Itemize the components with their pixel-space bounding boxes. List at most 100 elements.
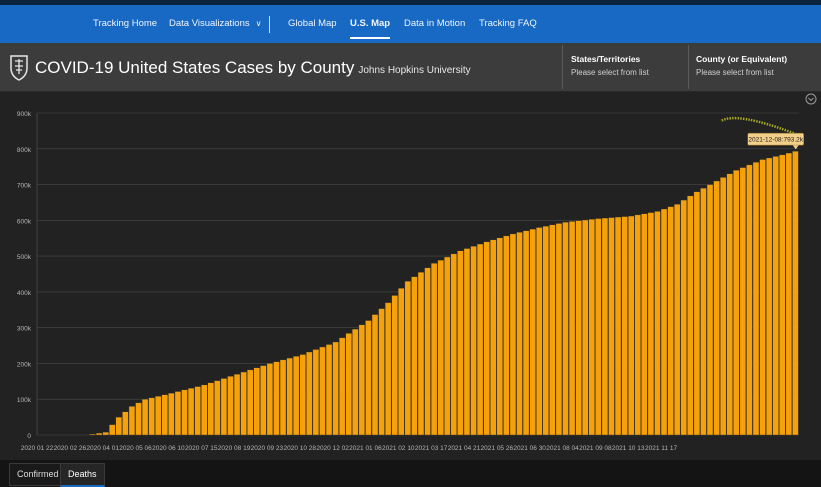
bar[interactable]	[608, 217, 615, 436]
bar[interactable]	[779, 154, 786, 436]
bar[interactable]	[483, 241, 490, 436]
bar[interactable]	[168, 392, 175, 436]
bar[interactable]	[378, 308, 385, 436]
bar[interactable]	[338, 337, 346, 436]
bar[interactable]	[391, 295, 398, 436]
bar[interactable]	[260, 365, 267, 436]
bar[interactable]	[89, 433, 96, 436]
bar[interactable]	[555, 223, 563, 436]
bar[interactable]	[220, 378, 228, 436]
bar[interactable]	[752, 162, 760, 436]
bar[interactable]	[286, 357, 293, 436]
bar[interactable]	[588, 219, 595, 436]
bar[interactable]	[115, 416, 122, 436]
bar[interactable]	[247, 369, 254, 436]
bar[interactable]	[503, 235, 510, 436]
bar[interactable]	[516, 232, 523, 436]
bar[interactable]	[240, 371, 247, 436]
bar[interactable]	[568, 221, 576, 436]
bar[interactable]	[312, 349, 320, 436]
bar[interactable]	[628, 215, 635, 436]
bar[interactable]	[306, 351, 313, 436]
bar[interactable]	[424, 267, 431, 436]
bar[interactable]	[148, 397, 155, 436]
bar[interactable]	[660, 208, 668, 436]
bar[interactable]	[595, 218, 602, 436]
bar[interactable]	[542, 225, 549, 436]
bar[interactable]	[233, 374, 241, 436]
bar[interactable]	[765, 157, 773, 436]
bar[interactable]	[575, 220, 582, 436]
bar[interactable]	[634, 214, 641, 436]
bar[interactable]	[549, 224, 556, 436]
bar[interactable]	[641, 213, 648, 436]
bar[interactable]	[654, 211, 661, 436]
bar[interactable]	[463, 248, 471, 436]
bar[interactable]	[122, 411, 129, 436]
bar[interactable]	[279, 359, 287, 436]
bar[interactable]	[739, 167, 747, 436]
bar[interactable]	[273, 361, 280, 436]
bar[interactable]	[398, 288, 405, 436]
bar[interactable]	[371, 314, 379, 436]
bar[interactable]	[214, 380, 221, 436]
bar[interactable]	[417, 272, 425, 436]
bar[interactable]	[667, 206, 674, 436]
bar[interactable]	[404, 280, 412, 436]
nav-tracking-home[interactable]: Tracking Home	[93, 18, 158, 29]
bar[interactable]	[746, 164, 753, 436]
nav-data-visualizations[interactable]: Data Visualizations ∨	[169, 5, 261, 43]
bar[interactable]	[490, 239, 497, 436]
bar[interactable]	[358, 324, 366, 436]
bar[interactable]	[792, 151, 799, 436]
bar[interactable]	[785, 152, 793, 436]
bar[interactable]	[726, 173, 733, 436]
bar[interactable]	[128, 406, 136, 436]
bar[interactable]	[562, 221, 569, 436]
bar[interactable]	[496, 237, 503, 436]
bar[interactable]	[319, 346, 326, 436]
bar[interactable]	[325, 344, 333, 436]
expand-icon[interactable]	[805, 93, 817, 105]
bar[interactable]	[536, 227, 543, 436]
bar[interactable]	[352, 328, 359, 436]
bar[interactable]	[181, 389, 188, 436]
bar[interactable]	[522, 230, 530, 436]
bar[interactable]	[384, 302, 392, 436]
bar[interactable]	[187, 388, 195, 436]
bar[interactable]	[332, 341, 339, 436]
bar[interactable]	[253, 367, 260, 436]
bar[interactable]	[733, 170, 740, 436]
county-selector-value[interactable]: Please select from list	[696, 68, 774, 77]
nav-tracking-faq[interactable]: Tracking FAQ	[479, 18, 537, 29]
bar[interactable]	[207, 382, 214, 436]
bar[interactable]	[476, 243, 484, 436]
bar[interactable]	[293, 356, 300, 436]
bar[interactable]	[687, 195, 694, 436]
bar[interactable]	[713, 180, 720, 436]
bar[interactable]	[601, 217, 609, 436]
bar[interactable]	[266, 363, 274, 436]
bar[interactable]	[194, 386, 201, 436]
bar[interactable]	[437, 259, 444, 436]
bar[interactable]	[457, 250, 464, 436]
bar[interactable]	[450, 253, 457, 436]
bar[interactable]	[299, 354, 306, 436]
bar[interactable]	[614, 216, 622, 436]
bar[interactable]	[693, 191, 701, 436]
bar[interactable]	[772, 156, 779, 436]
bar[interactable]	[161, 394, 168, 436]
states-selector-value[interactable]: Please select from list	[571, 68, 649, 77]
county-selector[interactable]: County (or Equivalent) Please select fro…	[696, 54, 816, 77]
bar[interactable]	[227, 376, 234, 436]
bar[interactable]	[201, 384, 208, 436]
bar[interactable]	[680, 199, 687, 436]
states-selector[interactable]: States/Territories Please select from li…	[571, 54, 691, 77]
bar[interactable]	[621, 216, 628, 436]
tab-deaths[interactable]: Deaths	[60, 463, 105, 487]
bar[interactable]	[719, 177, 727, 436]
bar[interactable]	[470, 246, 477, 436]
bar[interactable]	[582, 219, 589, 436]
bar[interactable]	[700, 187, 707, 436]
bar[interactable]	[759, 159, 766, 436]
